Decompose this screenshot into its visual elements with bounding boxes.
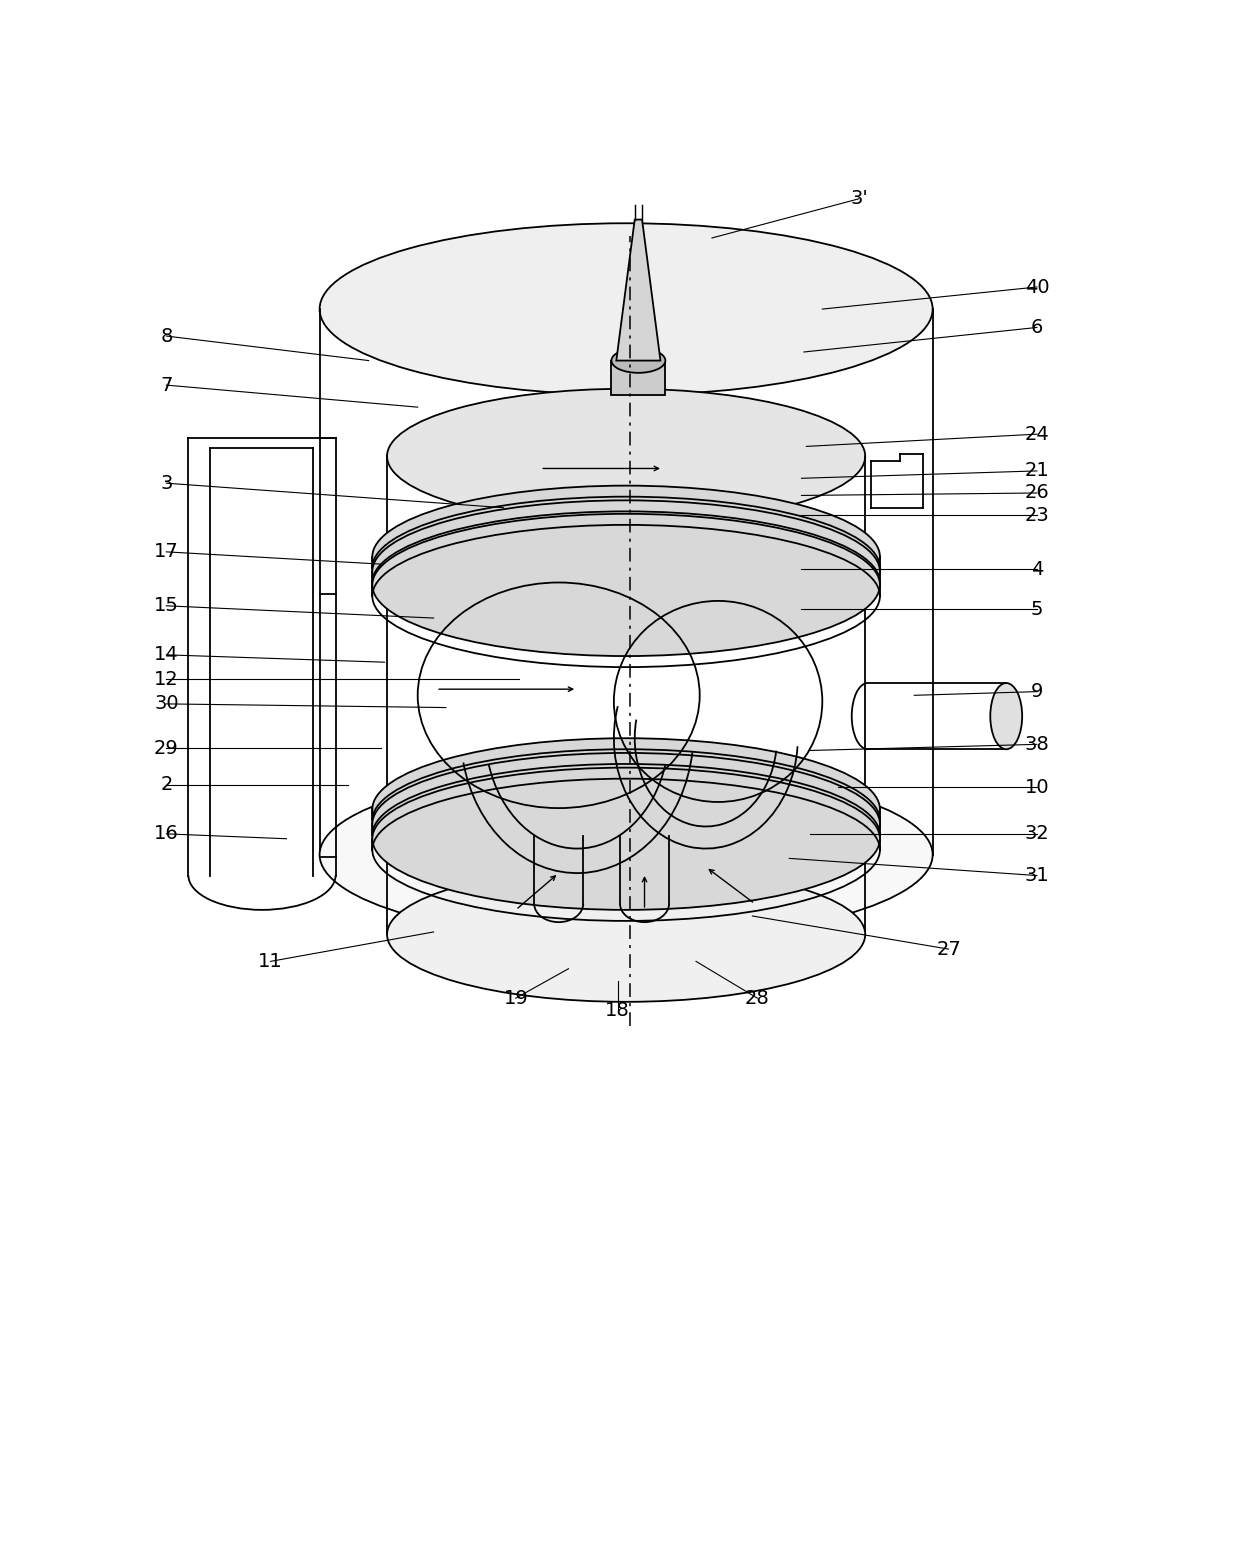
Ellipse shape: [372, 738, 880, 880]
Ellipse shape: [387, 389, 866, 524]
Ellipse shape: [372, 753, 880, 896]
Ellipse shape: [387, 866, 866, 1001]
Text: 32: 32: [1024, 825, 1049, 843]
Polygon shape: [616, 220, 661, 361]
Text: 6: 6: [1030, 318, 1043, 336]
Text: 16: 16: [154, 825, 179, 843]
Text: 15: 15: [154, 597, 179, 615]
Text: 14: 14: [154, 645, 179, 665]
Text: 26: 26: [1024, 484, 1049, 502]
Text: 3': 3': [851, 189, 868, 208]
Ellipse shape: [320, 769, 932, 941]
Text: 38: 38: [1024, 735, 1049, 753]
Text: 7: 7: [160, 375, 172, 395]
Ellipse shape: [372, 515, 880, 656]
Text: 27: 27: [936, 939, 961, 958]
Text: 18: 18: [605, 1001, 630, 1020]
Ellipse shape: [372, 501, 880, 643]
Text: 3: 3: [160, 474, 172, 493]
Text: 23: 23: [1024, 505, 1049, 524]
Text: 8: 8: [160, 327, 172, 346]
Text: 2: 2: [160, 775, 172, 794]
Ellipse shape: [372, 767, 880, 910]
Text: 21: 21: [1024, 462, 1049, 480]
Text: 12: 12: [154, 670, 179, 688]
Text: 19: 19: [503, 989, 528, 1008]
Text: 11: 11: [258, 952, 283, 970]
Text: 10: 10: [1024, 778, 1049, 797]
Ellipse shape: [991, 684, 1022, 749]
Text: 4: 4: [1030, 560, 1043, 578]
Text: 40: 40: [1024, 277, 1049, 296]
Ellipse shape: [320, 223, 932, 395]
Text: 9: 9: [1030, 682, 1043, 701]
Ellipse shape: [372, 485, 880, 628]
Text: 5: 5: [1030, 600, 1043, 618]
Text: 30: 30: [154, 694, 179, 713]
Text: 17: 17: [154, 542, 179, 561]
Text: 29: 29: [154, 738, 179, 758]
Text: 31: 31: [1024, 866, 1049, 885]
Text: 28: 28: [745, 989, 770, 1008]
Text: 24: 24: [1024, 425, 1049, 443]
Ellipse shape: [611, 349, 666, 374]
Bar: [611, 361, 666, 395]
